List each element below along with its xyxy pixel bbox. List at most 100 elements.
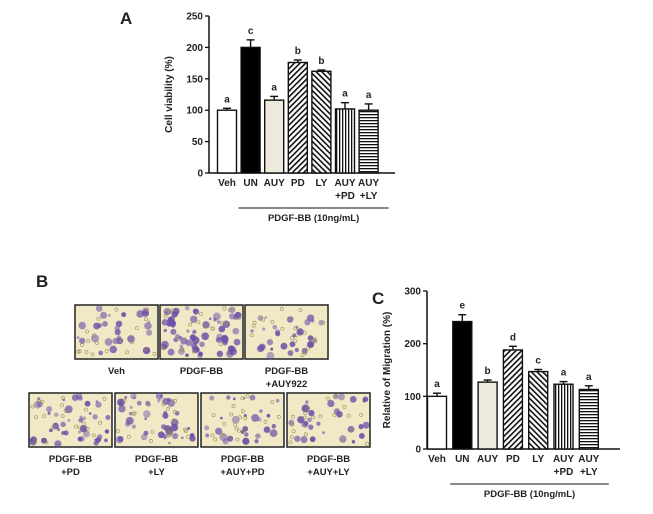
stained-cell [56,427,61,432]
membrane-pore [306,406,310,411]
bar [358,109,379,174]
stained-cell [98,350,104,356]
stained-cell [105,414,111,420]
stained-cell [114,329,121,336]
membrane-pore [96,316,101,321]
stained-cell [322,431,325,435]
membrane-pore [332,412,337,417]
stained-cell [258,343,266,351]
membrane-pore [349,428,354,432]
y-tick-label: 150 [186,74,203,85]
membrane-pore [77,349,82,354]
membrane-pore [203,324,207,329]
stained-cell [220,334,229,343]
significance-label: c [535,355,541,366]
x-tick-label: PD [506,454,520,465]
membrane-pore [122,398,127,403]
y-tick-label: 250 [186,12,203,23]
membrane-pore [270,320,275,324]
membrane-pore [51,425,56,430]
x-tick-label: PD [291,178,305,189]
stained-cell [181,436,184,440]
stained-cell [163,410,168,415]
membrane-pore [176,336,181,341]
x-tick-label: +LY [580,467,598,478]
stained-cell [204,425,210,431]
membrane-pore [241,409,245,414]
stained-cell [104,438,108,443]
stained-cell [170,423,179,432]
stained-cell [100,311,108,319]
stained-cell [131,424,137,429]
stained-cell [60,421,66,428]
stained-cell [161,319,169,326]
significance-label: b [318,56,324,67]
stained-cell [109,345,117,354]
membrane-pore [326,396,331,401]
membrane-pore [290,422,295,427]
membrane-pore [132,412,136,416]
stained-cell [128,411,133,416]
membrane-pore [270,400,275,405]
membrane-pore [312,337,317,342]
membrane-pore [172,418,176,423]
stained-cell [311,319,315,323]
stained-cell [305,400,309,404]
chart-c: 0 100 200 300 Relative of Migration (%) a Veh e… [382,287,620,500]
membrane-pore [161,402,166,407]
membrane-pore [302,330,307,335]
membrane-pore [289,316,294,321]
stained-cell [79,415,83,419]
bar [578,388,599,450]
membrane-pore [318,414,323,419]
stained-cell [97,323,103,328]
membrane-pore [196,320,201,325]
x-tick-label: AUY [334,178,355,189]
membrane-pore [293,339,298,344]
chart-a: 0 50 100 150 200 250 Cell viability (%) a Veh c UN… [164,12,395,224]
stained-cell [112,337,119,345]
membrane-pore [92,333,96,337]
membrane-pore [237,315,242,320]
membrane-pore [229,412,234,417]
significance-label: a [586,372,592,383]
stained-cell [64,405,73,414]
stained-cell [349,396,357,403]
membrane-pore [42,414,47,419]
micrograph-label: PDGF-BB [221,454,264,465]
membrane-pore [211,413,216,418]
micrograph: PDGF-BB +PD [28,392,113,478]
bar [264,99,285,174]
x-tick-label: LY [315,178,327,189]
stained-cell [308,409,315,417]
membrane-pore [222,306,227,311]
membrane-pore [293,326,298,331]
stained-cell [259,409,263,413]
stained-cell [163,436,167,440]
y-tick-label: 0 [415,445,421,456]
stained-cell [226,350,234,358]
membrane-pore [302,415,307,420]
membrane-pore [294,333,299,338]
membrane-pore [84,407,88,412]
membrane-pore [61,396,66,401]
membrane-pore [341,438,346,443]
stained-cell [263,426,271,433]
stained-cell [189,315,198,323]
stained-cell [287,350,294,356]
micrograph-label: +LY [148,467,165,478]
membrane-pore [342,405,347,409]
micrograph-image [114,392,199,448]
stained-cell [78,417,84,423]
stained-cell [358,433,365,439]
stained-cell [249,394,256,401]
membrane-pore [276,414,281,419]
y-tick-label: 200 [186,43,203,54]
stained-cell [243,414,247,418]
micrograph: PDGF-BB +AUY+LY [286,392,371,478]
membrane-pore [167,432,172,437]
y-tick-label: 0 [197,169,203,180]
membrane-pore [183,427,187,432]
stained-cell [78,337,86,344]
x-tick-label: +LY [360,191,378,202]
